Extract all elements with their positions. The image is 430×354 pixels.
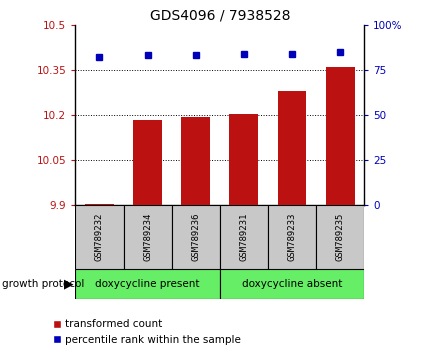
- Bar: [133, 120, 162, 205]
- Text: GSM789234: GSM789234: [143, 213, 152, 261]
- Bar: [267, 205, 315, 269]
- Bar: [171, 205, 219, 269]
- Bar: [325, 67, 354, 205]
- Bar: [315, 205, 363, 269]
- Bar: [229, 114, 258, 205]
- Bar: [219, 269, 363, 299]
- Text: GSM789231: GSM789231: [239, 213, 248, 261]
- Text: GSM789235: GSM789235: [335, 213, 344, 261]
- Text: doxycycline present: doxycycline present: [95, 279, 200, 289]
- Bar: [85, 204, 114, 205]
- Bar: [181, 118, 210, 205]
- Text: GSM789236: GSM789236: [191, 213, 200, 261]
- Text: GSM789232: GSM789232: [95, 213, 104, 261]
- Text: GSM789233: GSM789233: [287, 213, 296, 261]
- Legend: transformed count, percentile rank within the sample: transformed count, percentile rank withi…: [48, 315, 244, 349]
- Text: growth protocol: growth protocol: [2, 279, 84, 289]
- Bar: [75, 269, 219, 299]
- Text: GDS4096 / 7938528: GDS4096 / 7938528: [149, 9, 289, 23]
- Text: doxycycline absent: doxycycline absent: [241, 279, 341, 289]
- Bar: [123, 205, 171, 269]
- Bar: [277, 91, 306, 205]
- Text: ▶: ▶: [64, 278, 73, 291]
- Bar: [219, 205, 267, 269]
- Bar: [75, 205, 123, 269]
